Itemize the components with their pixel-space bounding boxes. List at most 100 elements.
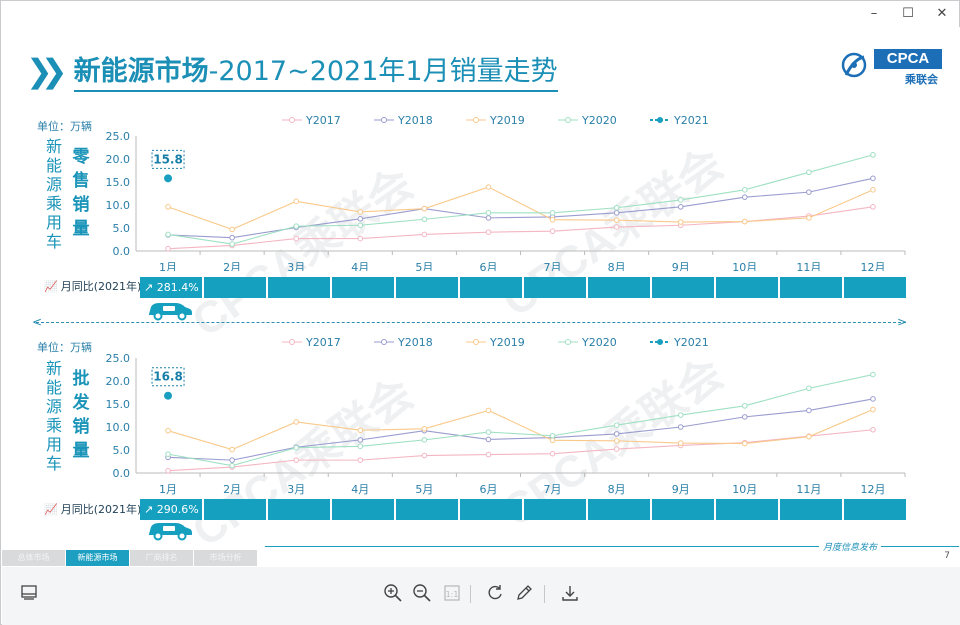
data-point-y2020	[229, 462, 235, 469]
y-tick-label: 10.0	[106, 199, 131, 212]
series-line-y2020	[167, 374, 874, 467]
yoy-cell	[268, 277, 332, 298]
callout-value: 15.8	[153, 152, 183, 166]
data-point-y2018	[741, 414, 748, 420]
data-point-y2019	[357, 427, 364, 434]
legend-label: Y2019	[489, 336, 525, 349]
x-tick-label: 1月	[159, 483, 177, 495]
monthly-publication-label: 月度信息发布	[819, 540, 882, 553]
y-tick-label: 15.0	[106, 398, 131, 411]
data-point-y2018	[806, 407, 812, 414]
legend-swatch-marker	[565, 117, 571, 123]
data-point-y2019	[677, 219, 684, 225]
yoy-cell	[460, 277, 524, 298]
data-point-y2020	[229, 241, 235, 247]
yoy-cell	[780, 499, 844, 520]
zoom-in-icon[interactable]	[382, 583, 404, 605]
series-line-y2017	[168, 429, 874, 472]
double-chevron-icon: ❯❯	[26, 51, 67, 90]
data-point-y2019	[357, 209, 364, 215]
legend-swatch-marker	[473, 117, 479, 123]
callout-box	[151, 149, 185, 169]
data-point-y2019	[741, 218, 748, 225]
legend-label: Y2021	[673, 336, 709, 349]
retail-yoy-label: 📈 月同比(2021年)	[44, 278, 141, 294]
yoy-cell	[844, 499, 906, 520]
x-tick-label: 11月	[796, 261, 821, 271]
data-point-y2019	[870, 187, 876, 193]
retail-vlabel2: 零 售 销 量	[70, 145, 92, 241]
maximize-button[interactable]: ☐	[902, 6, 914, 21]
zoom-out-icon[interactable]	[411, 583, 433, 605]
tab-overall-market[interactable]: 总体市场	[2, 550, 66, 566]
data-point-y2020	[870, 152, 876, 158]
vlabel2-char: 量	[72, 441, 90, 461]
wholesale-unit-label: 单位：万辆	[37, 341, 92, 354]
legend-swatch-marker	[381, 339, 387, 345]
data-point-y2019	[613, 438, 620, 444]
vlabel2-char: 销	[72, 417, 90, 437]
data-point-y2018	[677, 424, 684, 430]
data-point-y2017	[870, 426, 876, 433]
tab-nev-market[interactable]: 新能源市场	[66, 550, 130, 566]
x-tick-label: 7月	[544, 483, 562, 495]
data-point-y2019	[485, 407, 492, 414]
data-point-y2019	[165, 204, 171, 210]
x-tick-label: 4月	[351, 483, 369, 495]
vlabel2-char: 销	[72, 195, 90, 215]
trend-icon: 📈	[44, 502, 58, 516]
series-line-y2020	[167, 154, 874, 245]
retail-vlabel: 新 能 源 乘 用 车	[42, 137, 66, 251]
vlabel-char: 车	[45, 454, 62, 473]
data-point-y2020	[421, 216, 428, 223]
data-point-y2020	[806, 169, 812, 176]
download-icon[interactable]	[559, 583, 581, 605]
data-point-y2018	[485, 215, 492, 221]
tab-market-analysis[interactable]: 市场分析	[194, 550, 258, 566]
data-point-y2017	[293, 457, 300, 463]
rotate-icon[interactable]	[484, 583, 506, 605]
toolbar-separator	[470, 585, 471, 603]
minimize-button[interactable]: –	[870, 6, 878, 21]
legend-swatch-marker	[289, 117, 295, 123]
edit-icon[interactable]	[513, 583, 535, 605]
trend-icon: 📈	[44, 279, 58, 293]
wholesale-yoy-label: 📈 月同比(2021年)	[44, 501, 141, 517]
legend-swatch-marker	[381, 117, 387, 123]
vlabel-char: 能	[45, 156, 62, 175]
retail-line-chart: 0.0 5.0 10.0 15.0 20.0 25.0 1月 2月 3月 4月 5月 6月 7月 8月 9月…	[106, 114, 906, 271]
yoy-cell	[716, 499, 780, 520]
vlabel-char: 源	[45, 397, 62, 416]
page-number: 7	[944, 551, 950, 561]
callout-box	[151, 367, 185, 387]
data-point-y2018	[357, 437, 364, 443]
arrow-right-icon: >	[897, 315, 908, 329]
slide: ❯❯ 新能源市场-2017~2021年1月销量走势 CPCA 乘联会 CPCA乘…	[2, 27, 960, 567]
wholesale-vlabel: 新 能 源 乘 用 车	[42, 359, 66, 473]
data-point-y2019	[421, 205, 428, 212]
data-point-y2017	[165, 245, 171, 252]
actual-size-icon[interactable]: 1:1	[441, 583, 463, 605]
section-tabs: 总体市场 新能源市场 厂商排名 市场分析	[2, 550, 258, 566]
data-point-y2019	[293, 419, 300, 425]
data-point-y2017	[485, 229, 492, 235]
vlabel2-char: 零	[72, 147, 90, 167]
data-point-y2020	[485, 210, 492, 216]
data-point-y2018	[870, 175, 876, 182]
x-tick-label: 10月	[732, 483, 757, 495]
layout-icon[interactable]	[18, 583, 40, 605]
data-point-y2020	[357, 443, 364, 450]
data-point-y2019	[613, 217, 620, 223]
data-point-y2017	[357, 235, 364, 242]
tab-manufacturer-ranking[interactable]: 厂商排名	[130, 550, 194, 566]
data-point-y2020	[549, 210, 556, 216]
yoy-cell	[844, 277, 906, 298]
yoy-cell	[588, 277, 652, 298]
wholesale-vlabel2: 批 发 销 量	[70, 367, 92, 463]
series-line-y2019	[167, 409, 874, 451]
vlabel-char: 车	[45, 232, 62, 251]
close-button[interactable]: ✕	[936, 6, 948, 21]
data-point-y2019	[677, 440, 684, 446]
yoy-cell	[332, 499, 396, 520]
